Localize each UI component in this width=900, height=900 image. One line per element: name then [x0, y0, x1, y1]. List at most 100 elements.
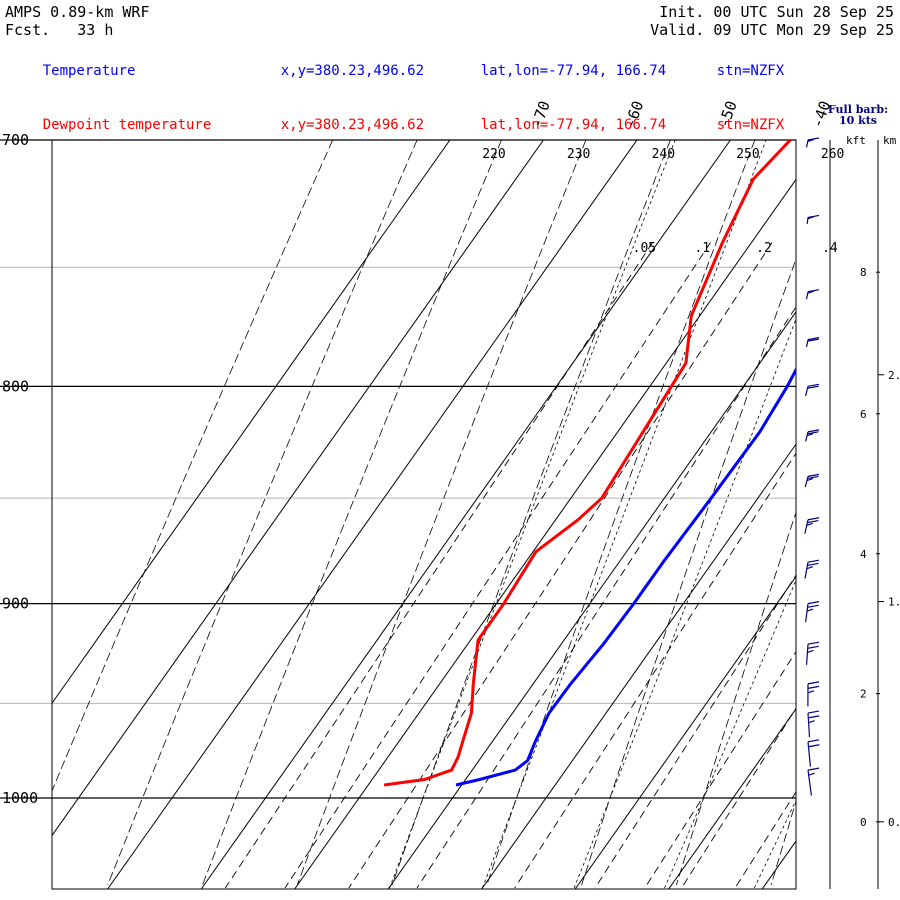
wind-barb-staff — [807, 741, 812, 767]
dry-adiabat-250-line — [486, 140, 756, 886]
wind-barb — [805, 601, 820, 623]
wind-barb-flag — [807, 517, 820, 521]
wind-barb — [807, 767, 820, 796]
wind-barb-flag — [807, 710, 820, 714]
km-label: km — [883, 134, 897, 147]
legend: Temperature x,y=380.23,496.62 lat,lon=-77.… — [9, 44, 784, 152]
wind-barb-flag — [807, 649, 814, 653]
km-label-0.: 0. — [888, 816, 900, 829]
wind-barb-flag — [806, 566, 813, 570]
temperature-profile-line — [455, 366, 796, 787]
wind-barb-flag — [807, 429, 820, 433]
dry-adiabat-230-line — [296, 140, 587, 886]
isotherm--30-line — [387, 311, 796, 889]
wind-and-height-panel: kft km 8 6 4 2 0 2. 1. 0. — [804, 134, 900, 889]
wind-barb-flag — [807, 685, 820, 689]
wind-barb-staff — [805, 644, 809, 665]
barb-key-line1: Full barb: — [827, 103, 889, 116]
valid-value: 09 UTC Mon 29 Sep 25 — [713, 21, 894, 39]
moist-adiabat-290-line — [844, 140, 900, 888]
init-time: Init. 00 UTC Sun 28 Sep 25 — [650, 3, 894, 21]
isotherm-0-line — [668, 707, 796, 889]
moist-adiabat-240-line — [389, 140, 676, 889]
wind-barb-flag — [807, 690, 815, 694]
wind-barb-staff — [807, 713, 811, 738]
isotherm--70-line — [52, 140, 544, 837]
isotherm--40-line — [294, 178, 796, 889]
isotherm--50-line — [200, 140, 731, 889]
temperature-label--50: -50 — [715, 98, 741, 130]
dewpoint-profile-line — [383, 140, 792, 787]
wind-barb-flag — [807, 645, 819, 649]
wind-barb-staff — [807, 770, 812, 796]
isotherm--60-line — [107, 140, 638, 889]
init-value: 00 UTC Sun 28 Sep 25 — [713, 3, 894, 21]
forecast-value: 33 h — [77, 21, 114, 39]
mixing-label-.2: .2 — [756, 241, 772, 256]
plot-frame — [51, 139, 797, 890]
wind-barb-flag — [806, 433, 814, 437]
wind-barb-flag — [807, 475, 819, 480]
wind-barb — [804, 473, 820, 488]
forecast-hour: Fcst. 33 h — [5, 21, 150, 39]
wind-barb-flag — [808, 720, 815, 724]
header-right: Init. 00 UTC Sun 28 Sep 25 Valid. 09 UTC… — [650, 3, 894, 39]
legend-dewpoint-stn: stn=NZFX — [716, 117, 785, 133]
isotherm--20-line — [481, 443, 796, 889]
wind-barb-flag — [806, 608, 814, 612]
mixing-label-.1: .1 — [694, 241, 710, 256]
wind-barb-staff — [804, 519, 809, 534]
sounding-profiles — [383, 140, 796, 787]
wind-barb-flag — [806, 522, 813, 526]
wind-barb-flag — [807, 767, 820, 771]
mixing-ratio-1-line — [514, 452, 796, 889]
wind-barb-flag — [807, 562, 819, 567]
wind-barb-flag — [807, 138, 814, 143]
wind-barb-flag — [807, 641, 820, 645]
wind-barb-flag — [808, 715, 820, 719]
kft-label: kft — [846, 134, 866, 147]
header-left: AMPS 0.89-km WRF Fcst. 33 h — [5, 3, 150, 39]
moist-adiabat-260-line — [573, 317, 796, 889]
pressure-label-900: 900 — [2, 595, 29, 613]
wind-barb — [805, 289, 820, 300]
wind-barb-flag — [807, 681, 820, 685]
wind-barb-staff — [805, 603, 809, 623]
wind-barb — [806, 214, 820, 224]
wind-barb-flag — [807, 519, 819, 524]
pressure-label-1000: 1000 — [2, 789, 38, 807]
dry-adiabat-210-line — [107, 140, 418, 886]
gray-pressure-lines — [0, 266, 796, 704]
dry-adiabat-270-line — [676, 511, 796, 886]
pressure-label-700: 700 — [2, 131, 29, 149]
mixing-ratio-4-line — [681, 707, 796, 889]
temperature-axis: -70-60-50-40-30-20-100 — [528, 98, 835, 130]
legend-temperature-stn: stn=NZFX — [716, 63, 785, 79]
isotherm--80-line — [52, 140, 451, 705]
wind-barb-flag — [807, 216, 815, 220]
legend-dewpoint-latlon: lat,lon=-77.94, 166.74 — [480, 117, 667, 133]
dry-adiabat-290-line — [866, 140, 900, 885]
dry-adiabat-260-line — [581, 257, 796, 886]
mixing-ratio-0.05-line — [224, 242, 653, 889]
init-label: Init. — [659, 3, 705, 21]
legend-temperature: Temperature x,y=380.23,496.62 lat,lon=-77.… — [9, 44, 784, 98]
km-label-2.: 2. — [888, 369, 900, 382]
mixing-ratio-2-line — [594, 574, 796, 889]
wind-barb-flag — [808, 772, 815, 776]
wind-barb — [805, 137, 820, 148]
wind-barb-flag — [807, 739, 820, 743]
theta-label-240: 240 — [652, 147, 675, 162]
temperature-label--40: -40 — [808, 98, 834, 130]
wind-barb-flag — [806, 478, 814, 482]
dry-adiabat-240-line — [391, 140, 671, 886]
wind-barb-flag — [807, 337, 820, 341]
kft-label-4: 4 — [860, 548, 867, 561]
legend-dewpoint-name: Dewpoint temperature — [42, 117, 212, 133]
theta-label-220: 220 — [482, 147, 505, 162]
mixing-label-.05: .05 — [633, 241, 656, 256]
theta-label-250: 250 — [736, 147, 759, 162]
wind-barb — [807, 681, 820, 707]
kft-label-8: 8 — [860, 266, 867, 279]
